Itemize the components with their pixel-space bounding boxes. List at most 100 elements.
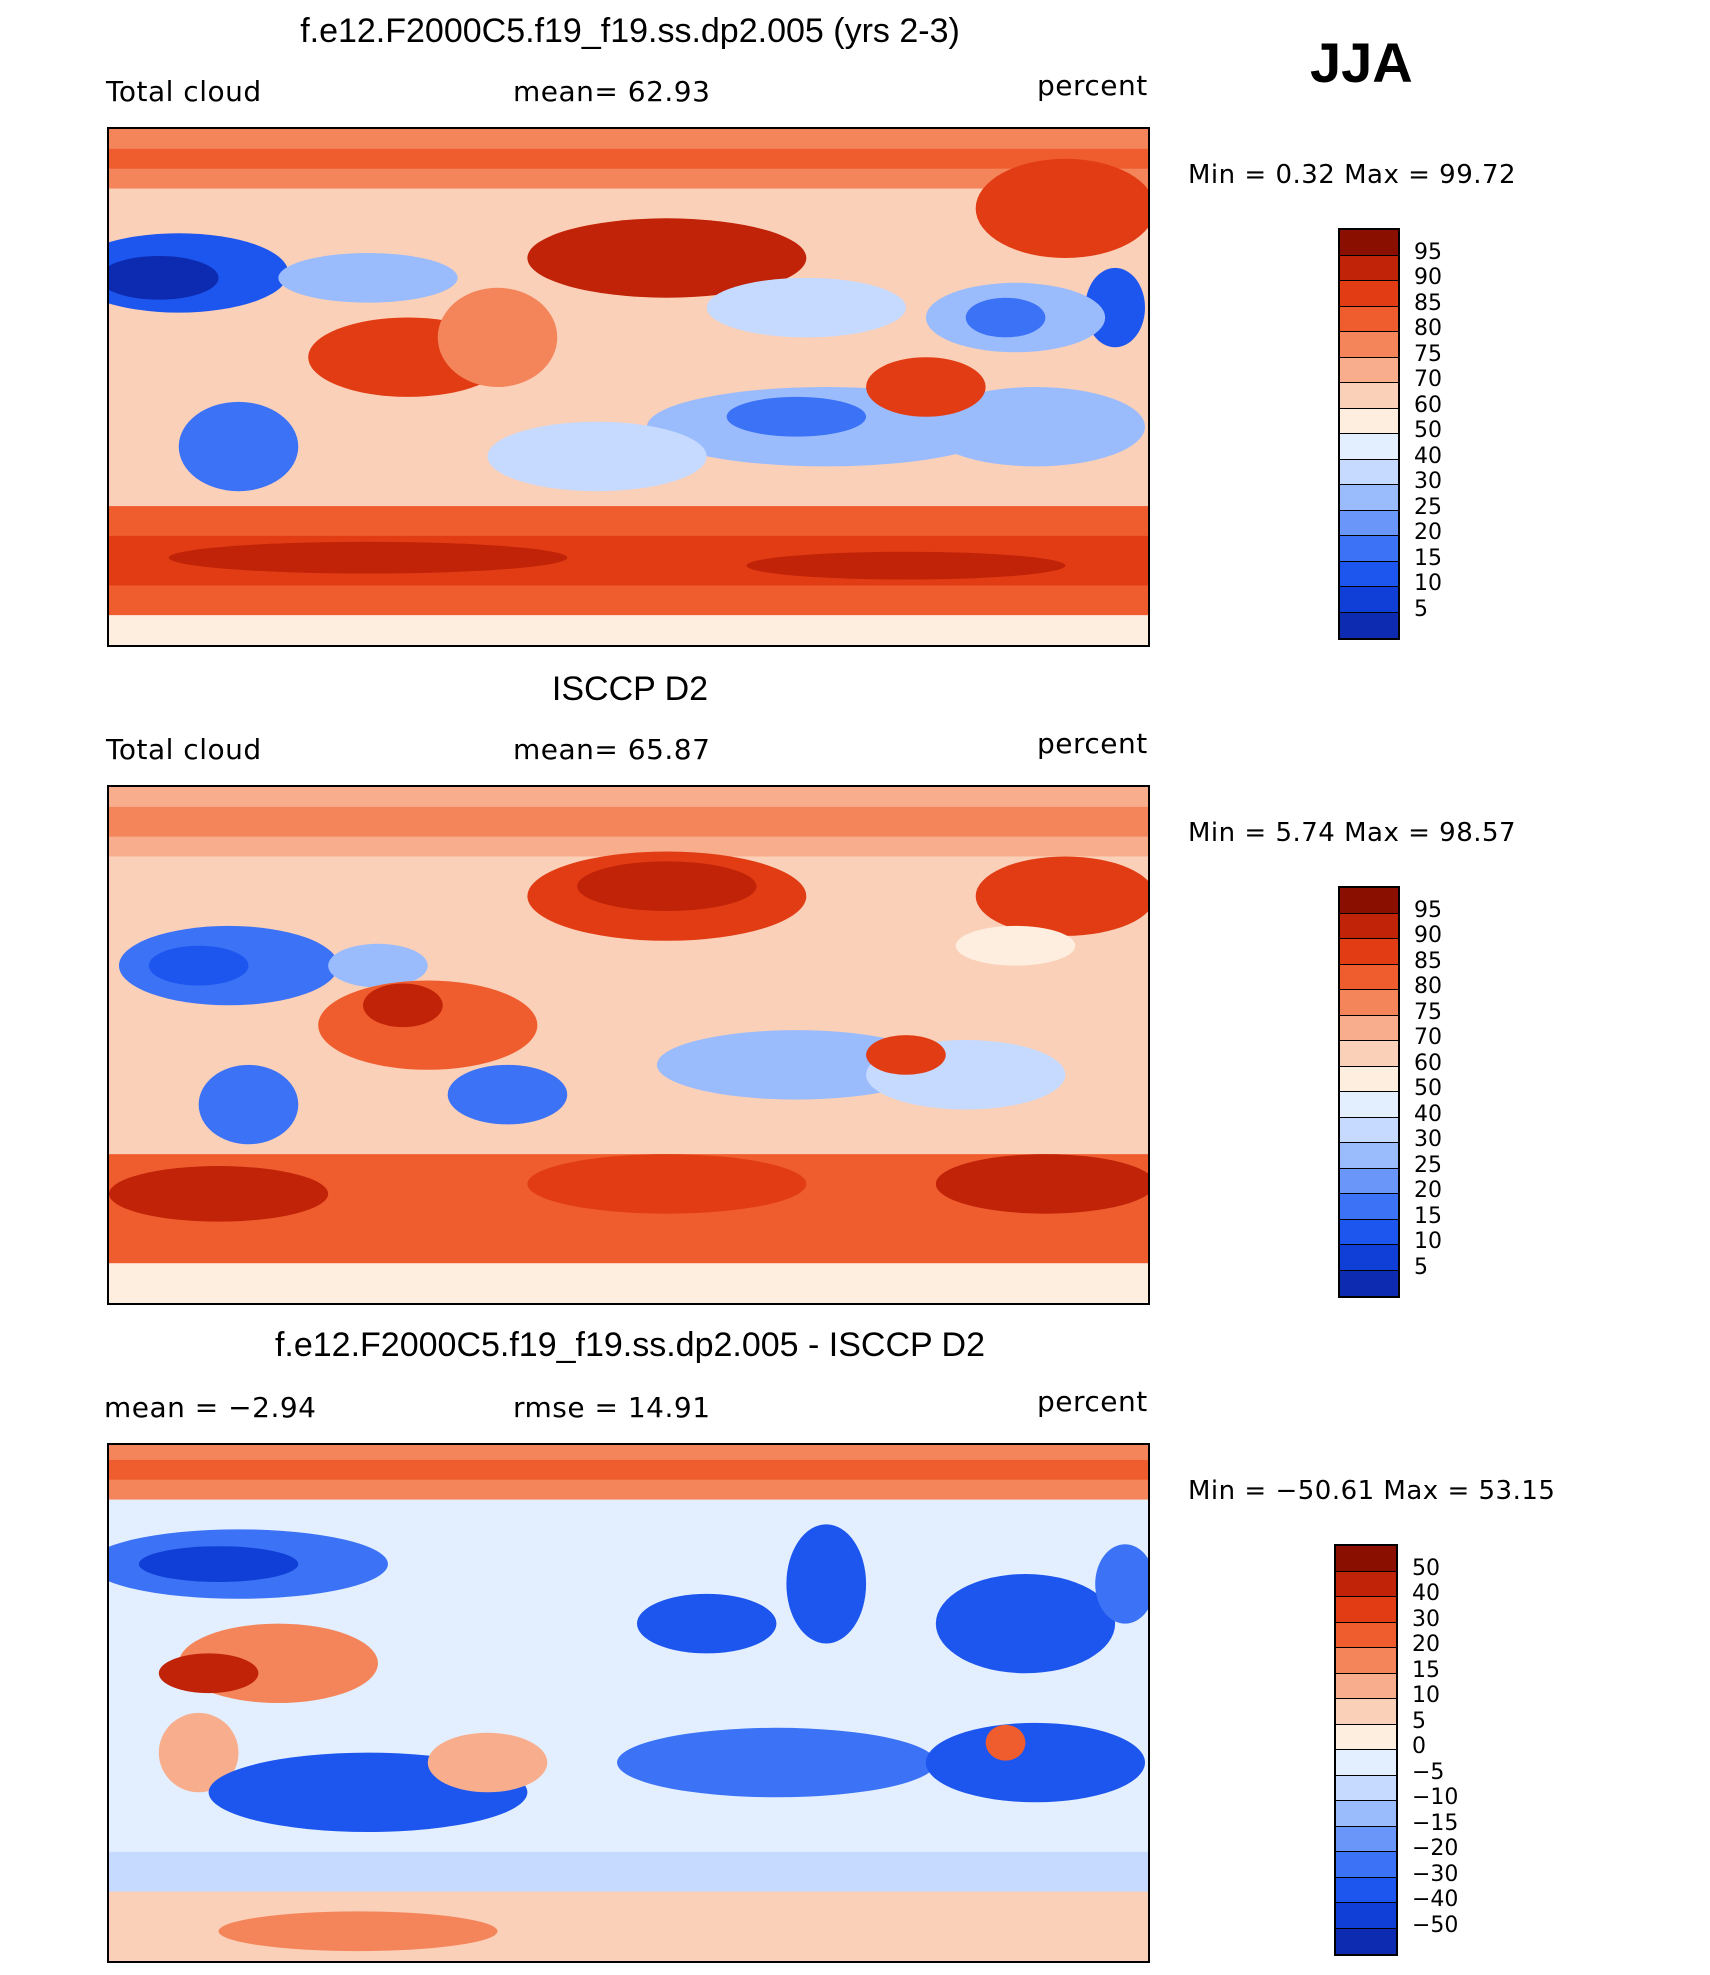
colorbar-tick-label: −20 bbox=[1412, 1836, 1459, 1861]
colorbar-tick-label: 80 bbox=[1414, 316, 1442, 341]
colorbar-swatch bbox=[1340, 964, 1398, 990]
panel1-contour-field bbox=[109, 129, 1148, 645]
colorbar-swatch bbox=[1336, 1826, 1396, 1852]
colorbar-swatch bbox=[1340, 434, 1398, 460]
colorbar-tick-label: −40 bbox=[1412, 1887, 1459, 1912]
colorbar-swatch bbox=[1340, 536, 1398, 562]
colorbar-swatch bbox=[1336, 1801, 1396, 1827]
colorbar-swatch bbox=[1340, 1168, 1398, 1194]
colorbar-swatch bbox=[1336, 1699, 1396, 1725]
colorbar-tick-label: 95 bbox=[1414, 897, 1442, 923]
panel1-colorbar bbox=[1338, 228, 1400, 640]
panel3-mean: mean = −2.94 bbox=[104, 1391, 317, 1424]
colorbar-swatch bbox=[1340, 281, 1398, 307]
colorbar-tick-label: 70 bbox=[1414, 1025, 1442, 1050]
colorbar-tick-label: 40 bbox=[1414, 443, 1442, 469]
colorbar-tick-label: 75 bbox=[1414, 999, 1442, 1025]
colorbar-swatch bbox=[1336, 1571, 1396, 1597]
colorbar-swatch bbox=[1340, 612, 1398, 638]
colorbar-swatch bbox=[1340, 485, 1398, 511]
colorbar-tick-label: 5 bbox=[1414, 1254, 1428, 1280]
panel1-title: f.e12.F2000C5.f19_f19.ss.dp2.005 (yrs 2-… bbox=[300, 12, 960, 50]
colorbar-tick-label: −5 bbox=[1412, 1759, 1445, 1785]
colorbar-swatch bbox=[1340, 459, 1398, 485]
colorbar-swatch bbox=[1340, 306, 1398, 332]
colorbar-tick-label: 60 bbox=[1414, 1050, 1442, 1076]
colorbar-tick-label: 30 bbox=[1414, 469, 1442, 494]
panel2-title: ISCCP D2 bbox=[551, 670, 709, 708]
colorbar-swatch bbox=[1336, 1622, 1396, 1648]
colorbar-swatch bbox=[1340, 510, 1398, 536]
colorbar-swatch bbox=[1340, 939, 1398, 965]
colorbar-swatch bbox=[1340, 888, 1398, 914]
colorbar-tick-label: 10 bbox=[1414, 571, 1442, 596]
colorbar-swatch bbox=[1340, 1066, 1398, 1092]
panel1-units: percent bbox=[1037, 69, 1148, 102]
colorbar-swatch bbox=[1336, 1673, 1396, 1699]
colorbar-tick-label: 10 bbox=[1414, 1229, 1442, 1254]
colorbar-swatch bbox=[1336, 1928, 1396, 1954]
colorbar-swatch bbox=[1340, 1245, 1398, 1271]
panel3-contour-field bbox=[109, 1445, 1148, 1961]
panel3-rmse: rmse = 14.91 bbox=[513, 1391, 711, 1424]
colorbar-swatch bbox=[1336, 1852, 1396, 1878]
colorbar-swatch bbox=[1336, 1724, 1396, 1750]
colorbar-swatch bbox=[1336, 1903, 1396, 1929]
colorbar-swatch bbox=[1340, 230, 1398, 256]
colorbar-swatch bbox=[1336, 1750, 1396, 1776]
colorbar-tick-label: 90 bbox=[1414, 265, 1442, 290]
colorbar-tick-label: 20 bbox=[1414, 520, 1442, 545]
colorbar-swatch bbox=[1340, 408, 1398, 434]
colorbar-swatch bbox=[1336, 1775, 1396, 1801]
colorbar-swatch bbox=[1336, 1546, 1396, 1572]
colorbar-swatch bbox=[1340, 332, 1398, 358]
panel3-colorbar bbox=[1334, 1544, 1398, 1956]
panel1-minmax: Min = 0.32 Max = 99.72 bbox=[1188, 160, 1517, 190]
colorbar-swatch bbox=[1340, 1041, 1398, 1067]
colorbar-swatch bbox=[1340, 561, 1398, 587]
colorbar-swatch bbox=[1340, 1117, 1398, 1143]
panel3-units: percent bbox=[1037, 1385, 1148, 1418]
colorbar-tick-label: 0 bbox=[1412, 1734, 1426, 1759]
colorbar-swatch bbox=[1336, 1597, 1396, 1623]
colorbar-tick-label: 15 bbox=[1412, 1657, 1440, 1683]
panel1-mean: mean= 62.93 bbox=[513, 75, 711, 108]
colorbar-tick-label: 85 bbox=[1414, 290, 1442, 316]
colorbar-tick-label: −50 bbox=[1412, 1912, 1459, 1938]
colorbar-swatch bbox=[1336, 1648, 1396, 1674]
panel2-mean: mean= 65.87 bbox=[513, 733, 711, 766]
colorbar-tick-label: 85 bbox=[1414, 948, 1442, 974]
colorbar-swatch bbox=[1340, 1219, 1398, 1245]
panel1-map bbox=[107, 127, 1150, 647]
colorbar-swatch bbox=[1340, 357, 1398, 383]
colorbar-tick-label: 15 bbox=[1414, 545, 1442, 571]
colorbar-tick-label: 50 bbox=[1412, 1555, 1440, 1581]
panel2-map bbox=[107, 785, 1150, 1305]
panel3-title: f.e12.F2000C5.f19_f19.ss.dp2.005 - ISCCP… bbox=[274, 1326, 986, 1364]
panel3-minmax: Min = −50.61 Max = 53.15 bbox=[1188, 1476, 1556, 1506]
colorbar-swatch bbox=[1340, 1270, 1398, 1296]
colorbar-swatch bbox=[1340, 1092, 1398, 1118]
colorbar-tick-label: 60 bbox=[1414, 392, 1442, 418]
colorbar-tick-label: 5 bbox=[1414, 596, 1428, 622]
colorbar-tick-label: 90 bbox=[1414, 923, 1442, 948]
colorbar-swatch bbox=[1340, 1143, 1398, 1169]
colorbar-swatch bbox=[1340, 587, 1398, 613]
panel2-variable: Total cloud bbox=[106, 733, 262, 766]
colorbar-swatch bbox=[1340, 913, 1398, 939]
colorbar-tick-label: 70 bbox=[1414, 367, 1442, 392]
panel2-contour-field bbox=[109, 787, 1148, 1303]
panel2-colorbar bbox=[1338, 886, 1400, 1298]
colorbar-swatch bbox=[1340, 383, 1398, 409]
colorbar-tick-label: 10 bbox=[1412, 1683, 1440, 1708]
colorbar-tick-label: 40 bbox=[1414, 1101, 1442, 1127]
colorbar-tick-label: 20 bbox=[1414, 1178, 1442, 1203]
colorbar-tick-label: 25 bbox=[1414, 1152, 1442, 1178]
colorbar-tick-label: 75 bbox=[1414, 341, 1442, 367]
colorbar-tick-label: 30 bbox=[1412, 1606, 1440, 1632]
colorbar-tick-label: 50 bbox=[1414, 1076, 1442, 1101]
colorbar-tick-label: −15 bbox=[1412, 1810, 1459, 1836]
colorbar-tick-label: 80 bbox=[1414, 974, 1442, 999]
colorbar-swatch bbox=[1340, 990, 1398, 1016]
colorbar-swatch bbox=[1340, 1194, 1398, 1220]
